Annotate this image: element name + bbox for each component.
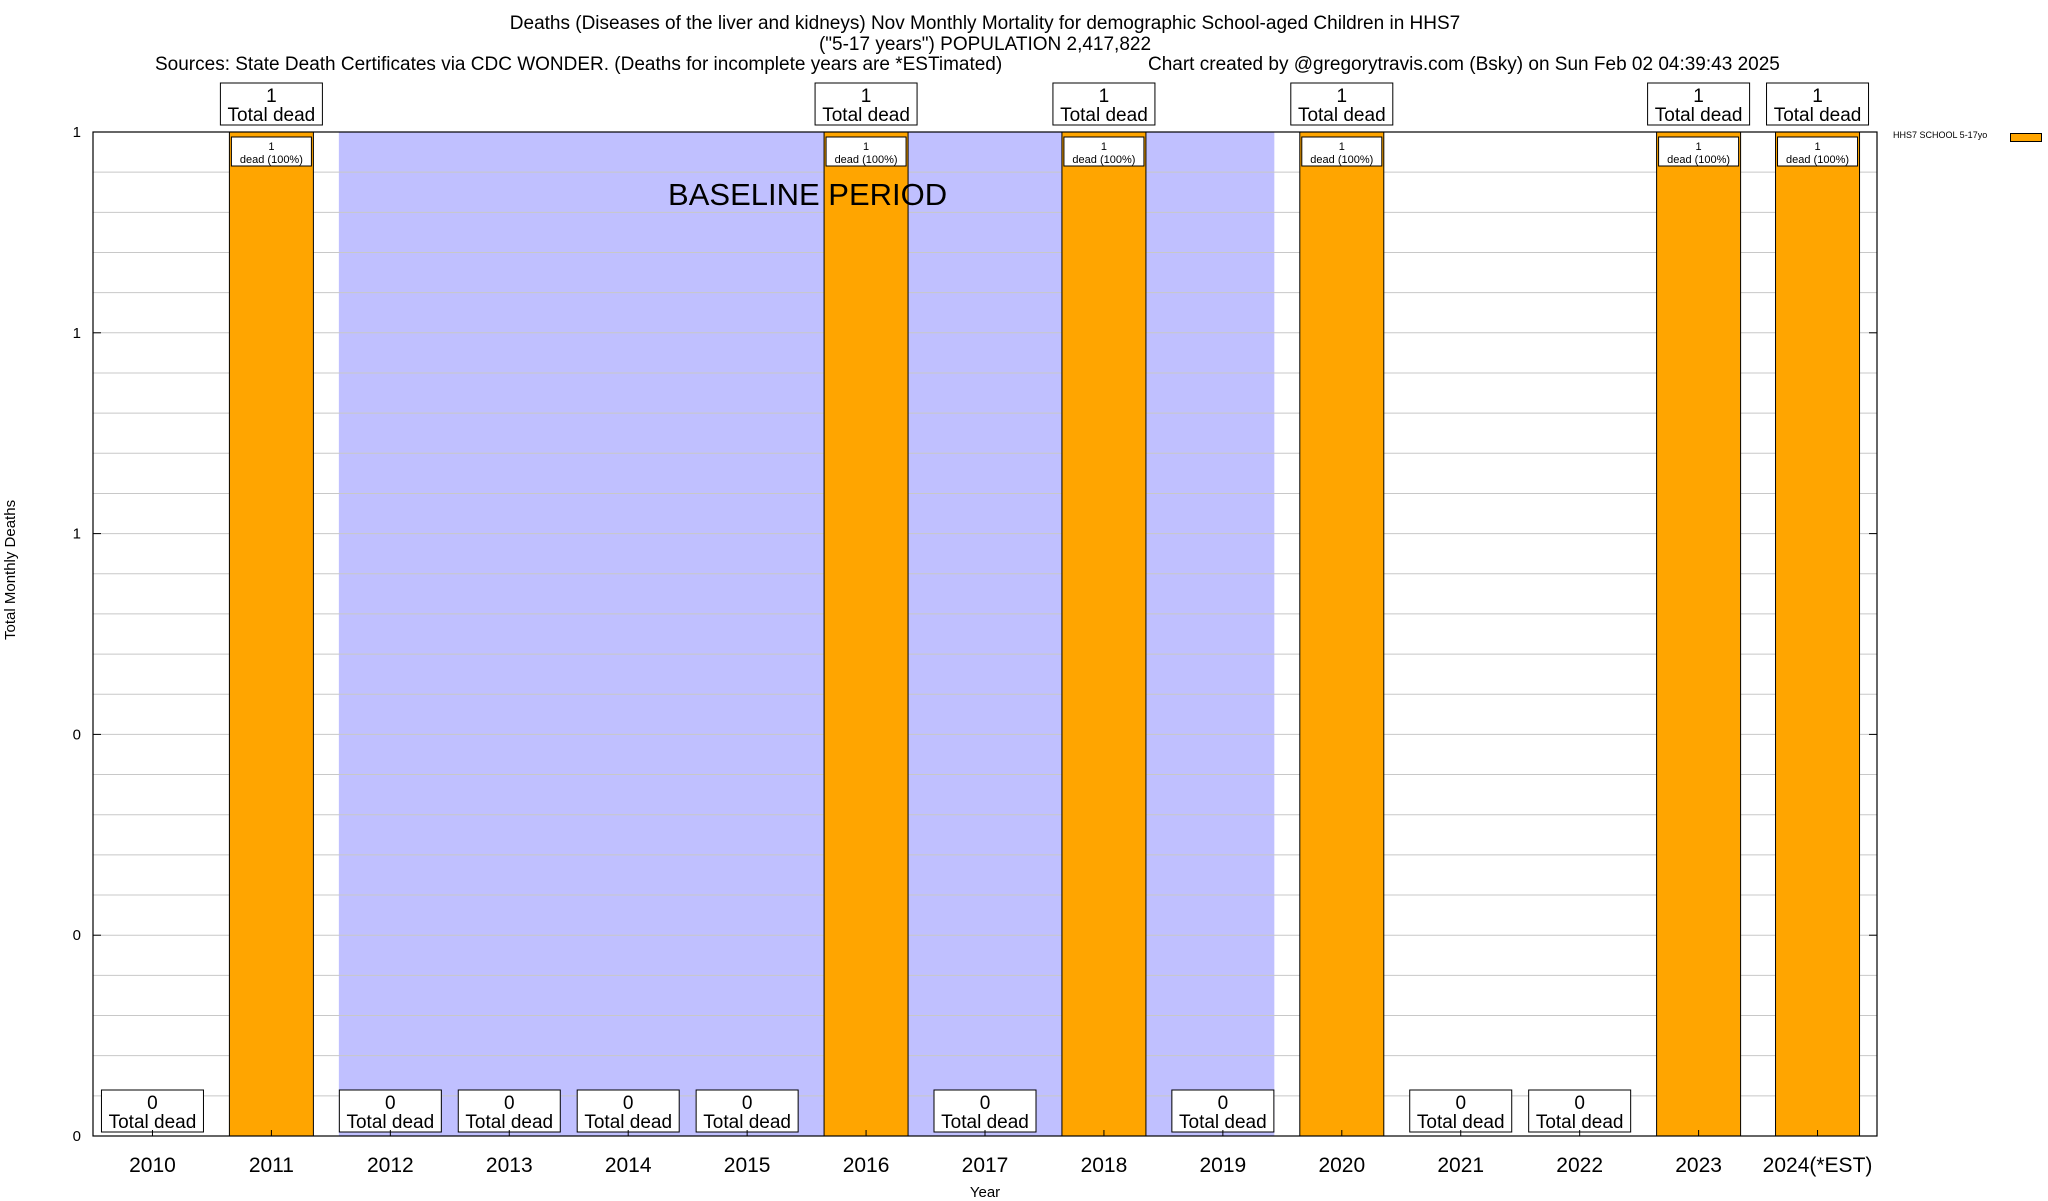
- total-label-box: [1171, 1089, 1275, 1133]
- total-label-text: Total dead: [1536, 1112, 1624, 1133]
- total-label-text: Total dead: [109, 1112, 197, 1133]
- x-tick-label-2017: 2017: [962, 1154, 1009, 1177]
- total-label-text: Total dead: [584, 1112, 672, 1133]
- total-label-box: [1528, 1089, 1632, 1133]
- legend-entry-label: HHS7 SCHOOL 5-17yo: [1893, 130, 1988, 140]
- chart-title: Deaths (Diseases of the liver and kidney…: [509, 13, 1461, 34]
- x-tick-label-2022: 2022: [1556, 1154, 1603, 1177]
- inner-label-text: dead (100%): [240, 154, 303, 166]
- inner-label-count: 1: [863, 141, 869, 153]
- total-label-text: Total dead: [822, 105, 910, 126]
- total-label-box: [933, 1089, 1037, 1133]
- x-tick-label-2010: 2010: [129, 1154, 176, 1177]
- y-tick-label: 1: [73, 325, 81, 342]
- total-label-text: Total dead: [1298, 105, 1386, 126]
- inner-label-count: 1: [268, 141, 274, 153]
- total-label-box: [338, 1089, 442, 1133]
- inner-label-count: 1: [1339, 141, 1345, 153]
- inner-label-count: 1: [1101, 141, 1107, 153]
- total-label-value: 0: [504, 1093, 515, 1114]
- total-label-value: 0: [1455, 1093, 1466, 1114]
- total-label-text: Total dead: [465, 1112, 553, 1133]
- inner-label-text: dead (100%): [1072, 154, 1135, 166]
- inner-label-box: [1063, 136, 1145, 167]
- y-tick-label: 1: [73, 526, 81, 543]
- y-tick-label: 0: [73, 726, 81, 743]
- x-tick-label-2019: 2019: [1200, 1154, 1247, 1177]
- total-label-box: [100, 1089, 204, 1133]
- x-tick-label-2020: 2020: [1318, 1154, 1365, 1177]
- y-tick-label: 0: [73, 927, 81, 944]
- bar-2020: [1299, 131, 1385, 1137]
- total-label-box: [457, 1089, 561, 1133]
- total-label-box: [576, 1089, 680, 1133]
- total-label-value: 1: [1337, 86, 1348, 107]
- total-label-text: Total dead: [1655, 105, 1743, 126]
- x-tick-label-2012: 2012: [367, 1154, 414, 1177]
- inner-label-box: [1301, 136, 1383, 167]
- chart-sources: Sources: State Death Certificates via CD…: [155, 54, 1003, 75]
- total-label-text: Total dead: [703, 1112, 791, 1133]
- x-tick-label-2018: 2018: [1081, 1154, 1128, 1177]
- inner-label-box: [1658, 136, 1740, 167]
- legend-swatch: [2010, 133, 2042, 142]
- y-tick-label: 0: [73, 1128, 81, 1145]
- x-tick-label-2023: 2023: [1675, 1154, 1722, 1177]
- total-label-value: 0: [1574, 1093, 1585, 1114]
- total-label-box: [1290, 82, 1394, 126]
- total-label-value: 0: [1218, 1093, 1229, 1114]
- total-label-text: Total dead: [346, 1112, 434, 1133]
- x-tick-label-2021: 2021: [1437, 1154, 1484, 1177]
- x-axis-label: Year: [969, 1184, 1001, 1201]
- total-label-text: Total dead: [1179, 1112, 1267, 1133]
- total-label-text: Total dead: [1060, 105, 1148, 126]
- inner-label-text: dead (100%): [1310, 154, 1373, 166]
- total-label-value: 1: [1099, 86, 1110, 107]
- x-tick-label-2014: 2014: [605, 1154, 652, 1177]
- total-label-box: [695, 1089, 799, 1133]
- total-label-value: 0: [147, 1093, 158, 1114]
- total-label-value: 0: [980, 1093, 991, 1114]
- x-tick-label-2011: 2011: [249, 1154, 294, 1177]
- total-label-box: [219, 82, 323, 126]
- total-label-value: 1: [266, 86, 277, 107]
- total-label-value: 1: [1812, 86, 1823, 107]
- total-label-text: Total dead: [1417, 1112, 1505, 1133]
- total-label-text: Total dead: [228, 105, 316, 126]
- chart-subtitle: ("5-17 years") POPULATION 2,417,822: [818, 34, 1152, 55]
- inner-label-text: dead (100%): [1786, 154, 1849, 166]
- inner-label-text: dead (100%): [835, 154, 898, 166]
- inner-label-count: 1: [1814, 141, 1820, 153]
- baseline-label: BASELINE PERIOD: [668, 177, 947, 212]
- total-label-value: 0: [742, 1093, 753, 1114]
- y-tick-label: 1: [73, 124, 81, 141]
- bar-2018: [1061, 131, 1147, 1137]
- x-tick-label-2015: 2015: [724, 1154, 771, 1177]
- inner-label-count: 1: [1696, 141, 1702, 153]
- total-label-value: 0: [385, 1093, 396, 1114]
- chart-credit: Chart created by @gregorytravis.com (Bsk…: [1148, 54, 1780, 75]
- total-label-value: 1: [1693, 86, 1704, 107]
- inner-label-box: [230, 136, 312, 167]
- inner-label-box: [1777, 136, 1859, 167]
- x-tick-label-2024(*EST): 2024(*EST): [1763, 1154, 1873, 1177]
- total-label-box: [1052, 82, 1156, 126]
- x-tick-label-2013: 2013: [486, 1154, 533, 1177]
- total-label-value: 0: [623, 1093, 634, 1114]
- total-label-value: 1: [861, 86, 872, 107]
- bar-2024(*EST): [1775, 131, 1861, 1137]
- inner-label-text: dead (100%): [1667, 154, 1730, 166]
- total-label-text: Total dead: [1774, 105, 1862, 126]
- total-label-box: [1409, 1089, 1513, 1133]
- total-label-box: [814, 82, 918, 126]
- bar-2016: [823, 131, 909, 1137]
- total-label-box: [1647, 82, 1751, 126]
- total-label-text: Total dead: [941, 1112, 1029, 1133]
- bar-2011: [228, 131, 314, 1137]
- inner-label-box: [825, 136, 907, 167]
- total-label-box: [1766, 82, 1870, 126]
- bar-2023: [1656, 131, 1742, 1137]
- x-tick-label-2016: 2016: [843, 1154, 890, 1177]
